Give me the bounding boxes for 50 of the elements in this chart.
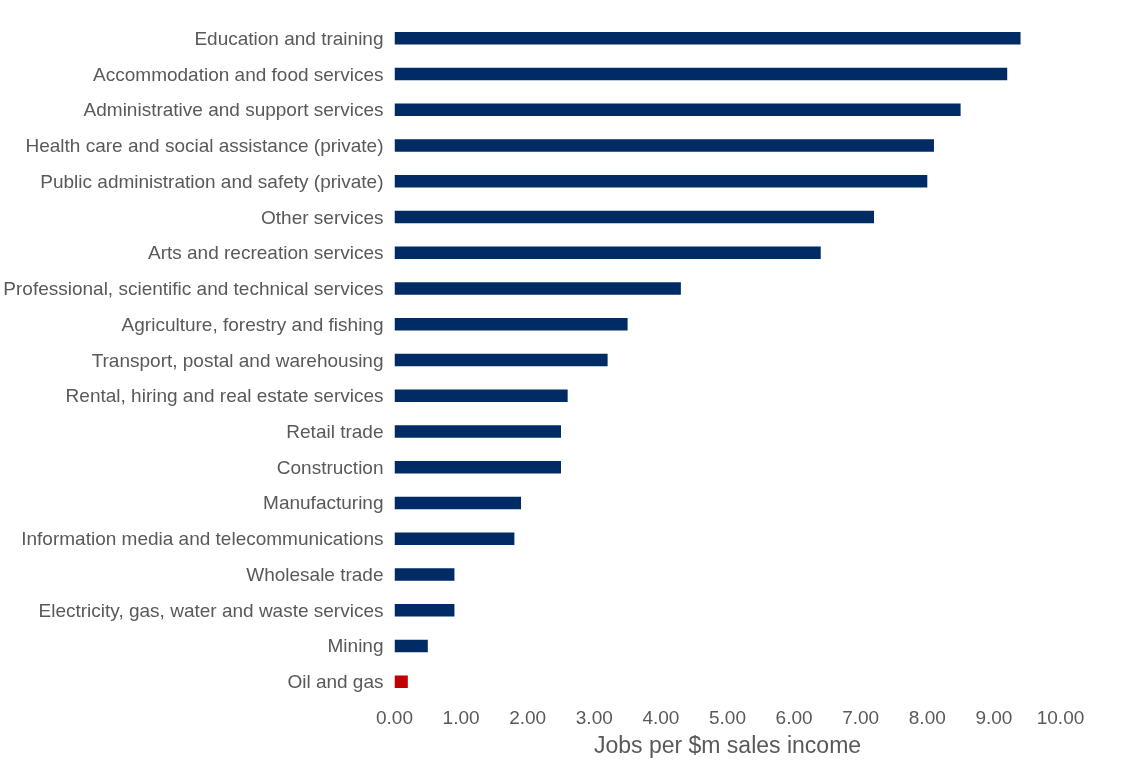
y-tick-label: Professional, scientific and technical services — [3, 278, 384, 300]
x-tick-label: 2.00 — [509, 706, 547, 728]
y-tick-label: Mining — [327, 635, 384, 657]
y-tick-label: Construction — [276, 456, 384, 478]
x-tick-label: 9.00 — [975, 706, 1013, 728]
bar — [394, 103, 961, 117]
y-tick-label: Oil and gas — [287, 671, 384, 693]
y-tick-label: Wholesale trade — [246, 563, 384, 585]
bar — [394, 675, 408, 688]
y-tick-label: Manufacturing — [263, 492, 384, 514]
bar — [394, 139, 934, 152]
bar — [394, 603, 455, 617]
y-tick-label: Electricity, gas, water and waste services — [38, 599, 384, 621]
bar — [394, 210, 875, 224]
y-tick-label: Information media and telecommunications — [21, 528, 384, 550]
y-tick-label: Arts and recreation services — [148, 242, 384, 264]
bar — [394, 67, 1008, 81]
bar — [394, 425, 561, 438]
y-tick-label: Other services — [261, 206, 384, 228]
x-tick-label: 4.00 — [642, 706, 680, 728]
y-tick-label: Accommodation and food services — [93, 63, 384, 85]
x-tick-label: 3.00 — [575, 706, 613, 728]
x-tick-label: 7.00 — [842, 706, 880, 728]
bar — [394, 32, 1021, 45]
bar — [394, 496, 522, 510]
x-tick-label: 1.00 — [442, 706, 480, 728]
x-tick-label: 0.00 — [376, 706, 413, 728]
x-tick-label: 5.00 — [709, 706, 746, 728]
bar — [394, 460, 561, 474]
y-tick-label: Agriculture, forestry and fishing — [121, 313, 384, 335]
bar — [394, 318, 628, 331]
bar — [394, 389, 568, 402]
bar — [394, 353, 608, 367]
x-tick-label: 10.00 — [1036, 706, 1085, 728]
y-tick-label: Education and training — [194, 27, 384, 49]
bar — [394, 282, 681, 295]
bar — [394, 175, 928, 188]
y-tick-label: Health care and social assistance (private) — [25, 135, 384, 157]
y-tick-label: Administrative and support services — [83, 99, 384, 121]
y-tick-label: Public administration and safety (private) — [40, 170, 384, 192]
x-tick-label: 6.00 — [775, 706, 813, 728]
bar — [394, 532, 515, 545]
y-tick-label: Transport, postal and warehousing — [91, 349, 384, 371]
y-tick-label: Rental, hiring and real estate services — [65, 385, 384, 407]
y-tick-label: Retail trade — [286, 420, 384, 442]
bar — [394, 568, 455, 581]
x-tick-label: 8.00 — [908, 706, 946, 728]
bar — [394, 246, 821, 260]
bar — [394, 639, 428, 653]
x-axis-title: Jobs per $m sales income — [593, 731, 862, 758]
